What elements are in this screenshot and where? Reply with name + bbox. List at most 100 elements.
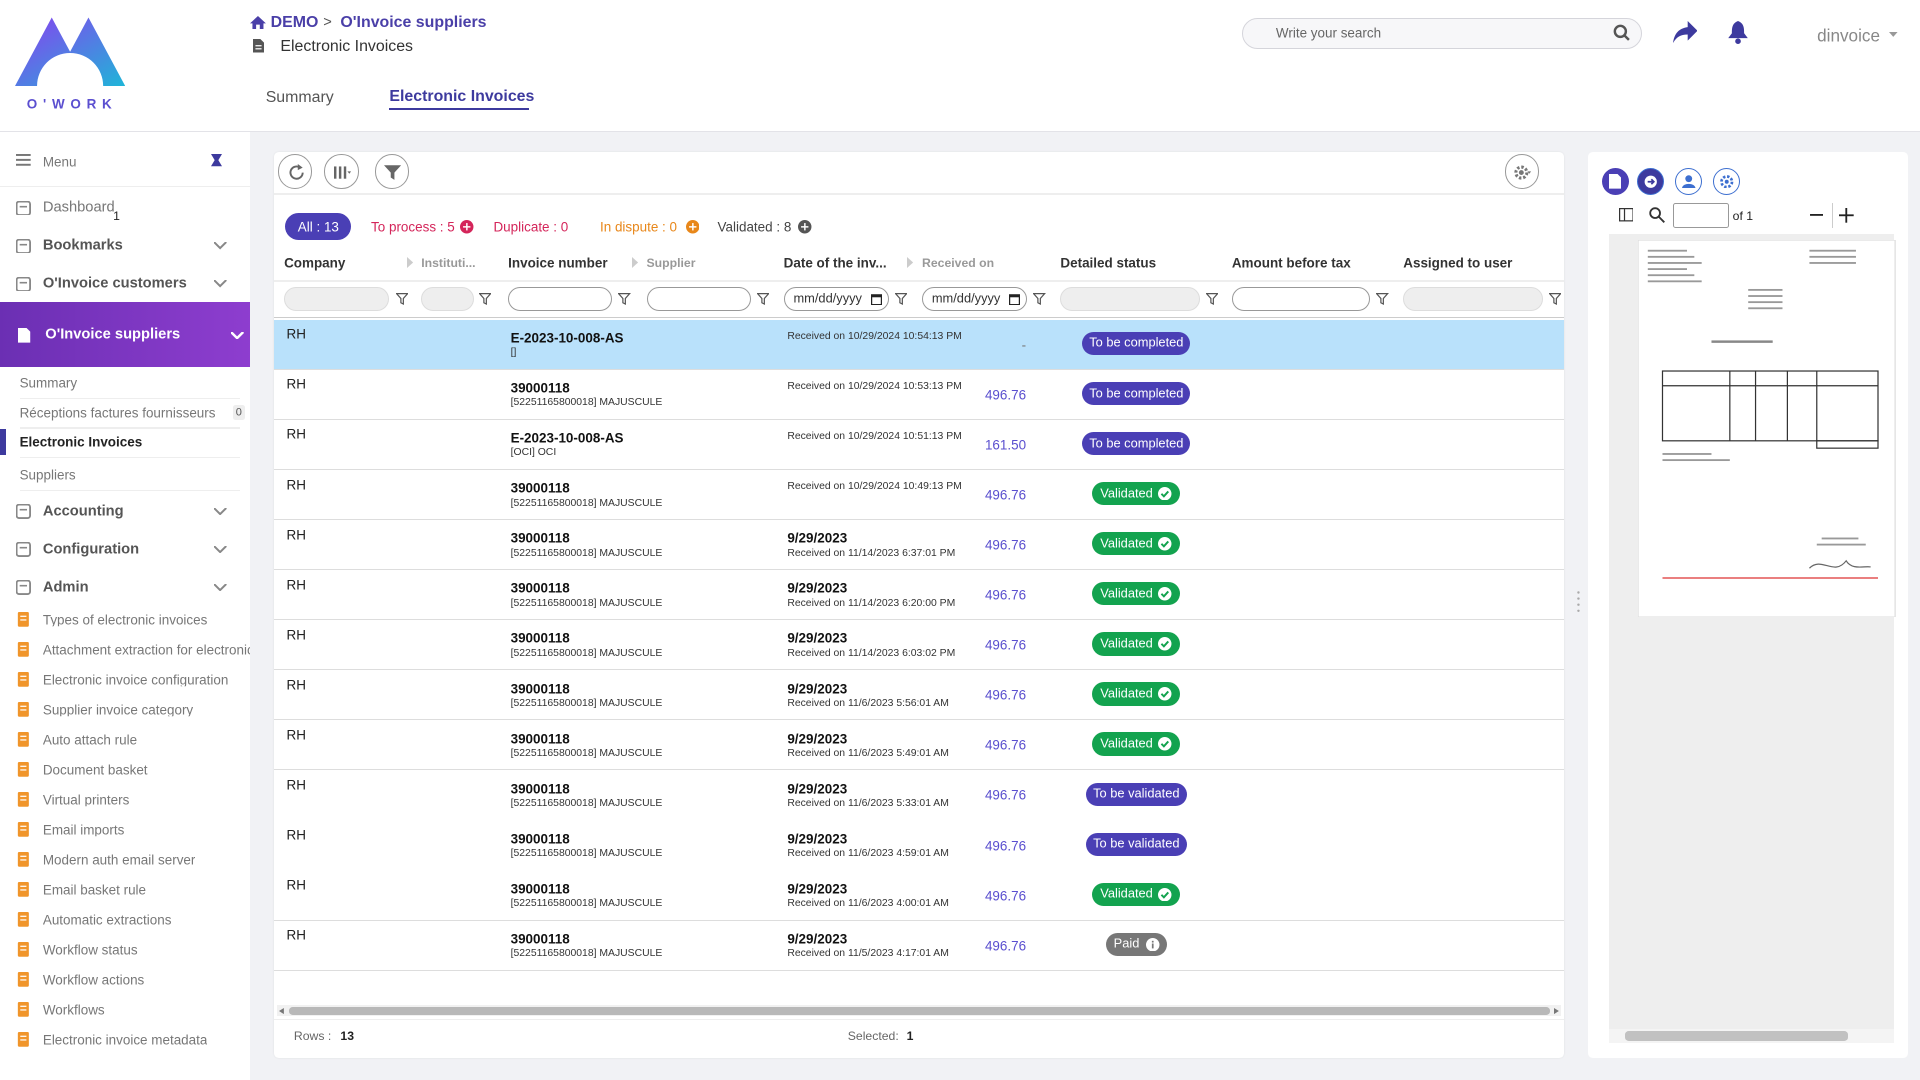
table-row[interactable] [274, 921, 1563, 971]
sidebar-item[interactable]: Electronic invoice configuration [43, 673, 228, 686]
column-filter-input[interactable] [508, 287, 612, 311]
filter-icon[interactable] [1376, 293, 1388, 305]
column-header[interactable]: Instituti... [421, 257, 475, 269]
column-header[interactable]: Detailed status [1060, 257, 1156, 270]
table-row[interactable] [274, 320, 1563, 370]
viewer-button[interactable] [1637, 168, 1664, 195]
column-filter-input[interactable] [421, 287, 474, 311]
column-filter-input[interactable] [284, 287, 389, 311]
bell-icon[interactable] [1727, 21, 1749, 44]
tab-summary[interactable]: Summary [266, 90, 334, 106]
sidebar-item[interactable]: Types of electronic invoices [43, 613, 208, 626]
column-filter-input[interactable] [1232, 287, 1370, 311]
sidebar-item[interactable]: Email imports [43, 823, 124, 836]
sidebar-item[interactable]: Virtual printers [43, 793, 130, 806]
sidebar-item[interactable]: Supplier invoice category [43, 703, 193, 716]
viewer-button[interactable] [1675, 168, 1702, 195]
sidebar-item[interactable]: Dashboard [43, 201, 115, 216]
item-chevron[interactable] [214, 584, 226, 591]
sidebar-item[interactable]: O'Invoice customers [43, 277, 187, 292]
sidebar-item[interactable]: Réceptions factures fournisseurs [20, 406, 216, 419]
zoom-search[interactable] [1649, 207, 1665, 223]
sidebar-item[interactable]: Electronic Invoices [20, 435, 143, 448]
filter-icon[interactable] [479, 293, 491, 305]
filter-icon[interactable] [396, 293, 408, 305]
menu-icon[interactable] [16, 154, 31, 166]
column-header[interactable]: Assigned to user [1403, 257, 1512, 270]
viewer-scroll-thumb[interactable] [1625, 1031, 1848, 1041]
sidebar-item[interactable]: Email basket rule [43, 883, 146, 896]
sidebar-item[interactable]: Workflows [43, 1003, 105, 1016]
sidebar-item[interactable]: Accounting [43, 504, 124, 519]
filter-chip[interactable]: Duplicate : 0 [493, 220, 568, 233]
page-input[interactable] [1673, 203, 1729, 227]
column-header[interactable]: Date of the inv... [784, 257, 887, 270]
table-row[interactable] [274, 720, 1563, 770]
column-header[interactable]: Supplier [647, 257, 696, 269]
settings-button[interactable] [1505, 154, 1539, 188]
sidebar-item[interactable]: Workflow status [43, 943, 138, 956]
filter-icon[interactable] [1206, 293, 1218, 305]
sidebar-item[interactable]: Suppliers [20, 468, 76, 481]
sidebar-item[interactable]: Workflow actions [43, 973, 144, 986]
scroll-right[interactable] [1554, 1008, 1559, 1014]
scroll-left[interactable] [279, 1008, 284, 1014]
sidebar-item[interactable]: Summary [20, 377, 78, 390]
filter-icon[interactable] [895, 293, 907, 305]
zoom-in[interactable] [1839, 208, 1854, 223]
filter-chip[interactable]: In dispute : 0 [600, 220, 677, 233]
table-row[interactable] [274, 520, 1563, 570]
sidebar-item[interactable]: Attachment extraction for electronic inv… [43, 643, 250, 656]
sidebar-item[interactable]: Configuration [43, 542, 139, 557]
column-filter-input[interactable] [1403, 287, 1543, 311]
sidebar-item[interactable]: Admin [43, 580, 89, 595]
column-header[interactable]: Amount before tax [1232, 257, 1351, 270]
filter-icon[interactable] [618, 293, 630, 305]
splitter-handle[interactable] [1576, 590, 1581, 617]
table-row[interactable] [274, 820, 1563, 870]
filter-chip[interactable]: All : 13 [298, 220, 339, 233]
item-chevron[interactable] [214, 242, 226, 249]
table-row[interactable] [274, 870, 1563, 920]
column-header[interactable]: Invoice number [508, 257, 607, 270]
filter-chip[interactable]: To process : 5 [371, 220, 455, 233]
column-filter-input[interactable] [1060, 287, 1200, 311]
column-header[interactable]: Received on [922, 257, 994, 269]
column-filter-input[interactable] [647, 287, 751, 311]
pin-icon[interactable] [211, 154, 222, 167]
table-row[interactable] [274, 670, 1563, 720]
table-row[interactable] [274, 570, 1563, 620]
table-row[interactable] [274, 420, 1563, 470]
breadcrumb-root[interactable]: DEMO [271, 15, 319, 31]
sidebar-item[interactable]: Bookmarks [43, 239, 123, 254]
viewer-button[interactable] [1713, 168, 1740, 195]
sidebar-item[interactable]: Modern auth email server [43, 853, 196, 866]
sidebar-item-active[interactable]: O'Invoice suppliers [45, 328, 180, 343]
filter-icon[interactable] [757, 293, 769, 305]
item-chevron[interactable] [214, 280, 226, 287]
columns-button[interactable] [324, 154, 358, 188]
item-chevron[interactable] [214, 546, 226, 553]
filter-button[interactable] [375, 154, 409, 188]
filter-chip[interactable]: Validated : 8 [718, 220, 792, 233]
tab-active[interactable]: Electronic Invoices [389, 89, 534, 105]
refresh-button[interactable] [278, 154, 312, 188]
filter-icon[interactable] [1033, 293, 1045, 305]
breadcrumb-current[interactable]: O'Invoice suppliers [340, 15, 486, 31]
share-icon[interactable] [1673, 21, 1697, 43]
table-row[interactable] [274, 370, 1563, 420]
search-icon[interactable] [1613, 24, 1630, 41]
table-row[interactable] [274, 770, 1563, 820]
sidebar-toggle[interactable] [1619, 208, 1634, 221]
table-row[interactable] [274, 620, 1563, 670]
zoom-out[interactable] [1810, 214, 1823, 216]
sidebar-item[interactable]: Document basket [43, 763, 148, 776]
table-row[interactable] [274, 470, 1563, 520]
scrollbar-thumb[interactable] [289, 1007, 1550, 1016]
sidebar-item[interactable]: Electronic invoice metadata [43, 1033, 208, 1046]
user-name[interactable]: dinvoice [1817, 27, 1880, 44]
sidebar-item[interactable]: Auto attach rule [43, 733, 137, 746]
item-chevron[interactable] [214, 508, 226, 515]
column-header[interactable]: Company [284, 257, 345, 270]
filter-icon[interactable] [1549, 293, 1561, 305]
